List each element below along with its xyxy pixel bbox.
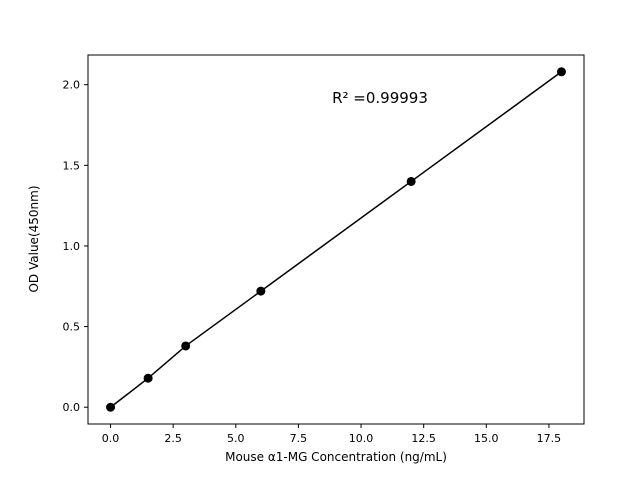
x-tick-label: 2.5	[164, 432, 182, 445]
y-tick-label: 2.0	[63, 79, 81, 92]
x-tick-label: 7.5	[290, 432, 308, 445]
x-tick-label: 12.5	[411, 432, 436, 445]
data-point	[406, 176, 416, 186]
x-tick-label: 0.0	[102, 432, 120, 445]
y-tick-label: 1.5	[63, 159, 81, 172]
data-point	[143, 373, 153, 383]
x-tick-label: 5.0	[227, 432, 245, 445]
x-tick-label: 10.0	[349, 432, 374, 445]
r-squared-annotation: R² =0.99993	[332, 89, 428, 107]
data-point	[181, 341, 191, 351]
plot-frame	[87, 54, 585, 425]
x-axis-label: Mouse α1-MG Concentration (ng/mL)	[225, 450, 447, 464]
data-point	[256, 286, 266, 296]
data-point	[106, 402, 116, 412]
x-tick-label: 17.5	[537, 432, 562, 445]
series-line	[110, 71, 562, 408]
x-tick-label: 15.0	[474, 432, 499, 445]
y-tick-label: 0.5	[63, 321, 81, 334]
y-axis-label: OD Value(450nm)	[27, 185, 41, 293]
data-point	[556, 67, 566, 77]
y-tick-label: 1.0	[63, 240, 81, 253]
y-tick-label: 0.0	[63, 401, 81, 414]
